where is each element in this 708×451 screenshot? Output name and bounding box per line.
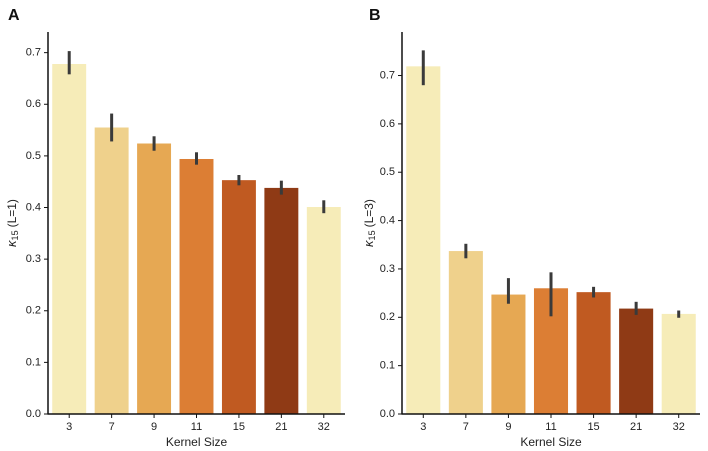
bar-a-7 [94, 127, 129, 414]
y-axis-label-subscript-a: 15 [10, 230, 20, 240]
bar-a-9 [137, 143, 172, 414]
x-tick-label-b-11: 11 [545, 421, 556, 433]
x-tick-label-b-32: 32 [673, 421, 685, 433]
x-axis-label-b: Kernel Size [520, 435, 582, 449]
y-tick-label-a-5: 0.5 [26, 150, 41, 162]
x-tick-label-a-15: 15 [233, 421, 245, 433]
y-tick-label-a-7: 0.7 [26, 47, 41, 59]
bar-a-32 [306, 207, 341, 414]
bar-a-15 [221, 180, 256, 414]
bar-a-21 [264, 187, 299, 414]
y-axis-label-a: κ15 (L=1) [4, 199, 20, 247]
y-tick-label-a-3: 0.3 [26, 253, 41, 265]
bar-b-3 [406, 66, 441, 414]
x-tick-label-a-21: 21 [275, 421, 287, 433]
y-axis-label-symbol-a: κ [4, 239, 19, 247]
y-tick-label-a-1: 0.1 [26, 356, 41, 368]
panel-a: A 0.0 0.1 0.2 0.3 0.4 0.5 0.6 0.7 3 7 9 11 15 21 32 Kern… [4, 7, 345, 449]
bar-a-3 [52, 64, 87, 414]
y-tick-label-b-7: 0.7 [380, 69, 395, 81]
y-tick-label-b-2: 0.2 [380, 311, 395, 323]
x-tick-label-b-3: 3 [420, 421, 426, 433]
x-tick-label-b-21: 21 [630, 421, 642, 433]
y-tick-label-a-2: 0.2 [26, 305, 41, 317]
y-axis-label-symbol-b: κ [361, 239, 376, 247]
y-tick-label-b-3: 0.3 [380, 263, 395, 275]
bar-b-15 [576, 292, 611, 414]
bar-b-21 [619, 308, 654, 414]
y-tick-label-b-4: 0.4 [380, 214, 395, 226]
x-tick-label-a-3: 3 [66, 421, 72, 433]
bar-a-11 [179, 158, 214, 414]
y-axis-label-subscript-b: 15 [367, 230, 377, 240]
bar-b-9 [491, 294, 526, 414]
x-tick-label-a-11: 11 [191, 421, 202, 433]
x-axis-label-a: Kernel Size [166, 435, 228, 449]
x-tick-label-b-7: 7 [463, 421, 469, 433]
y-tick-label-a-6: 0.6 [26, 98, 41, 110]
bar-b-32 [661, 313, 696, 414]
y-tick-label-b-6: 0.6 [380, 118, 395, 130]
x-tick-label-b-9: 9 [505, 421, 511, 433]
y-tick-label-b-5: 0.5 [380, 166, 395, 178]
y-axis-label-rest-a: (L=1) [5, 199, 19, 227]
y-tick-label-b-0: 0.0 [380, 408, 395, 420]
y-tick-label-a-0: 0.0 [26, 408, 41, 420]
panel-label-b: B [369, 7, 381, 24]
x-tick-label-a-7: 7 [109, 421, 115, 433]
panel-b: B 0.0 0.1 0.2 0.3 0.4 0.5 0.6 0.7 3 7 9 11 15 21 32 Kern… [361, 7, 700, 449]
y-tick-label-a-4: 0.4 [26, 201, 41, 213]
bar-b-7 [448, 251, 483, 414]
y-axis-label-b: κ15 (L=3) [361, 199, 377, 247]
x-tick-label-a-32: 32 [318, 421, 330, 433]
y-axis-label-rest-b: (L=3) [362, 199, 376, 227]
x-tick-label-a-9: 9 [151, 421, 157, 433]
panel-label-a: A [8, 7, 20, 24]
y-tick-label-b-1: 0.1 [380, 360, 395, 372]
x-tick-label-b-15: 15 [587, 421, 599, 433]
